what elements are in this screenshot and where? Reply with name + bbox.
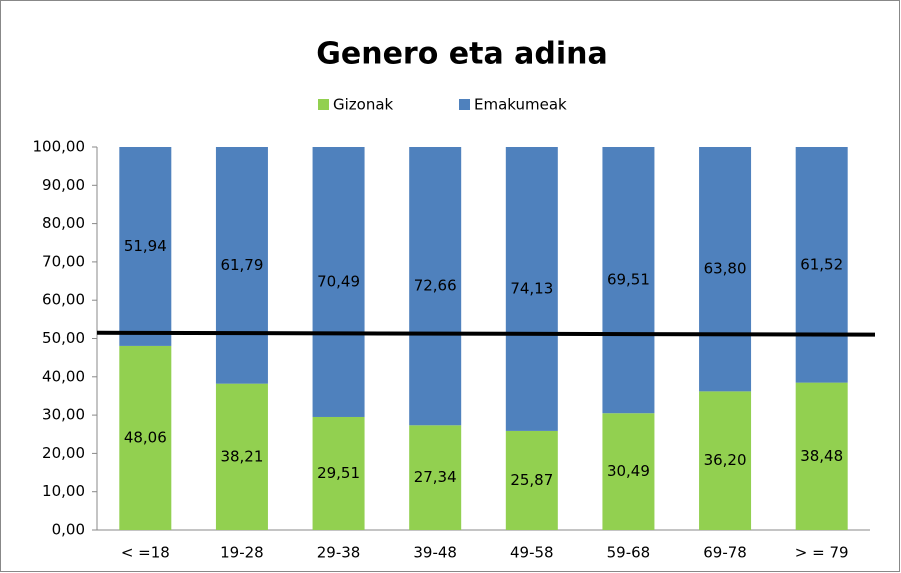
- reference-line: [96, 330, 876, 337]
- legend-label: Emakumeak: [474, 96, 567, 114]
- x-tick-label: 59-68: [607, 544, 651, 562]
- legend-swatch: [318, 99, 329, 110]
- y-tick-label: 80,00: [42, 214, 85, 232]
- data-label: 29,51: [317, 464, 360, 482]
- data-label: 70,49: [317, 272, 360, 290]
- y-tick-label: 60,00: [42, 291, 85, 309]
- data-label: 61,52: [800, 255, 843, 273]
- x-tick-label: 69-78: [703, 544, 747, 562]
- data-label: 63,80: [704, 260, 747, 278]
- data-label: 74,13: [510, 279, 553, 297]
- y-tick-label: 10,00: [42, 482, 85, 500]
- y-tick-label: 50,00: [42, 329, 85, 347]
- x-tick-label: < =18: [121, 544, 170, 562]
- bar-segment: [602, 413, 655, 530]
- legend-swatch: [459, 99, 470, 110]
- bar-segment: [795, 147, 848, 383]
- x-tick-label: 39-48: [413, 544, 457, 562]
- data-label: 51,94: [124, 237, 167, 255]
- x-tick-label: > = 79: [795, 544, 849, 562]
- bar-segment: [795, 382, 848, 530]
- bar-segment: [312, 416, 365, 530]
- bar-segment: [699, 391, 752, 530]
- x-tick-label: 49-58: [510, 544, 554, 562]
- bar-segment: [215, 147, 268, 384]
- y-tick-label: 20,00: [42, 444, 85, 462]
- bar-segment: [409, 425, 462, 530]
- y-tick-label: 0,00: [52, 521, 85, 539]
- y-tick-label: 70,00: [42, 252, 85, 270]
- y-tick-label: 40,00: [42, 367, 85, 385]
- data-label: 72,66: [414, 277, 457, 295]
- data-label: 30,49: [607, 462, 650, 480]
- bar-segment: [505, 430, 558, 530]
- bar-segment: [215, 383, 268, 530]
- y-tick-label: 30,00: [42, 406, 85, 424]
- bar-segment: [119, 147, 172, 346]
- data-label: 38,48: [800, 447, 843, 465]
- bar-segment: [699, 147, 752, 392]
- data-label: 27,34: [414, 468, 457, 486]
- legend-label: Gizonak: [333, 96, 394, 114]
- bar-segment: [409, 147, 462, 426]
- data-label: 38,21: [220, 447, 263, 465]
- y-tick-label: 100,00: [33, 138, 86, 156]
- chart-title: Genero eta adina: [316, 37, 608, 72]
- bar-segment: [505, 147, 558, 431]
- bar-segment: [312, 147, 365, 417]
- x-tick-label: 19-28: [220, 544, 264, 562]
- data-label: 48,06: [124, 428, 167, 446]
- y-tick-label: 90,00: [42, 176, 85, 194]
- data-label: 61,79: [220, 256, 263, 274]
- x-tick-label: 29-38: [317, 544, 361, 562]
- data-label: 69,51: [607, 271, 650, 289]
- data-label: 36,20: [704, 451, 747, 469]
- bar-segment: [602, 147, 655, 414]
- bar-segment: [119, 345, 172, 530]
- data-label: 25,87: [510, 471, 553, 489]
